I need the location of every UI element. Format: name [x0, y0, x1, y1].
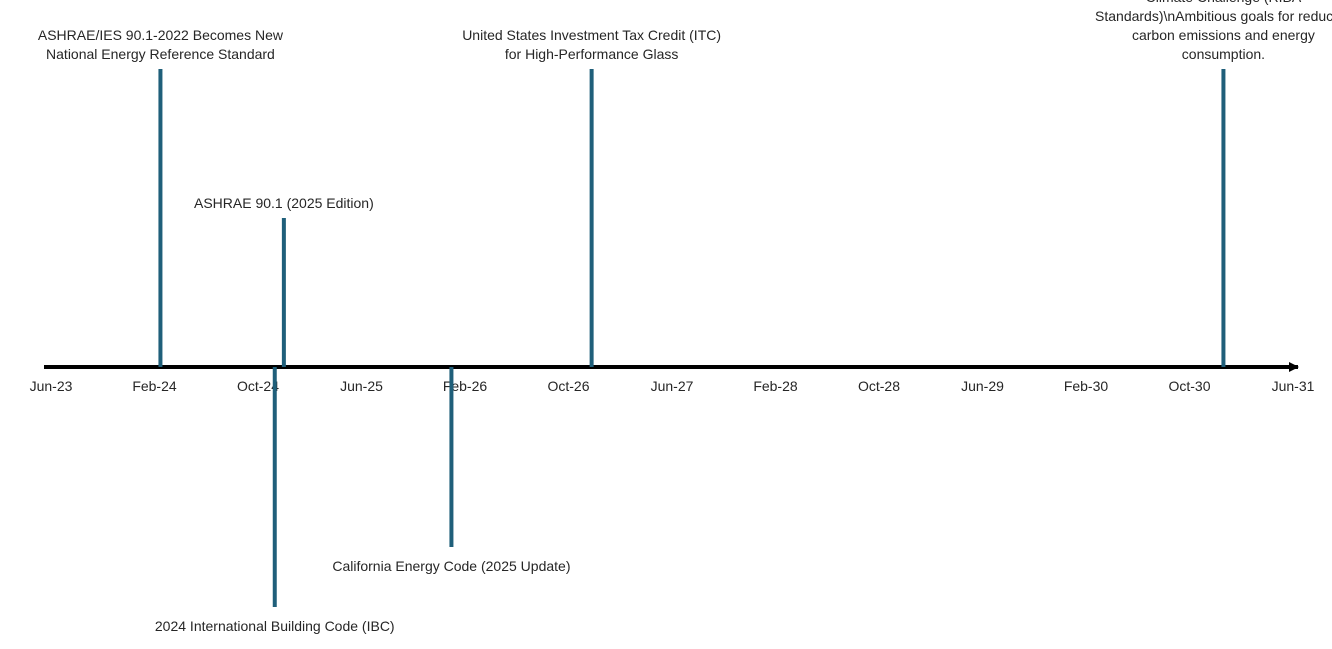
event-label: United States Investment Tax Credit (ITC… [462, 27, 721, 62]
x-tick-label: Feb-30 [1064, 378, 1109, 394]
event-label-line: ASHRAE/IES 90.1-2022 Becomes New [38, 27, 284, 43]
x-tick-label: Feb-24 [132, 378, 177, 394]
event-label: ASHRAE 90.1 (2025 Edition) [194, 195, 374, 211]
event-label-line: Standards)\nAmbitious goals for reducing [1095, 8, 1332, 24]
x-tick-label: Jun-27 [651, 378, 694, 394]
event-label-line: 2024 International Building Code (IBC) [155, 618, 395, 634]
x-tick-label: Oct-30 [1168, 378, 1210, 394]
event-label-line: ASHRAE 90.1 (2025 Edition) [194, 195, 374, 211]
x-tick-label: Jun-23 [30, 378, 73, 394]
event-label: ASHRAE/IES 90.1-2022 Becomes New National… [38, 27, 284, 62]
x-tick-label: Oct-28 [858, 378, 900, 394]
event-label-line: carbon emissions and energy [1132, 27, 1315, 43]
event-label-line: California Energy Code (2025 Update) [332, 558, 570, 574]
x-tick-label: Jun-31 [1272, 378, 1315, 394]
event-label-line: Climate Challenge (RIBA [1146, 0, 1302, 5]
event-label-line: United States Investment Tax Credit (ITC… [462, 27, 721, 43]
x-tick-label: Oct-26 [547, 378, 589, 394]
x-tick-label: Oct-24 [237, 378, 279, 394]
x-tick-label: Feb-28 [753, 378, 798, 394]
x-tick-label: Jun-25 [340, 378, 383, 394]
event-label-line: for High-Performance Glass [505, 46, 679, 62]
event-label: Climate Challenge (RIBA Standards)\nAmbit… [1095, 0, 1332, 62]
x-tick-label: Jun-29 [961, 378, 1004, 394]
event-label-line: National Energy Reference Standard [46, 46, 275, 62]
event-label: California Energy Code (2025 Update) [332, 558, 570, 574]
event-label: 2024 International Building Code (IBC) [155, 618, 395, 634]
event-label-line: consumption. [1182, 46, 1265, 62]
x-tick-label: Feb-26 [443, 378, 488, 394]
